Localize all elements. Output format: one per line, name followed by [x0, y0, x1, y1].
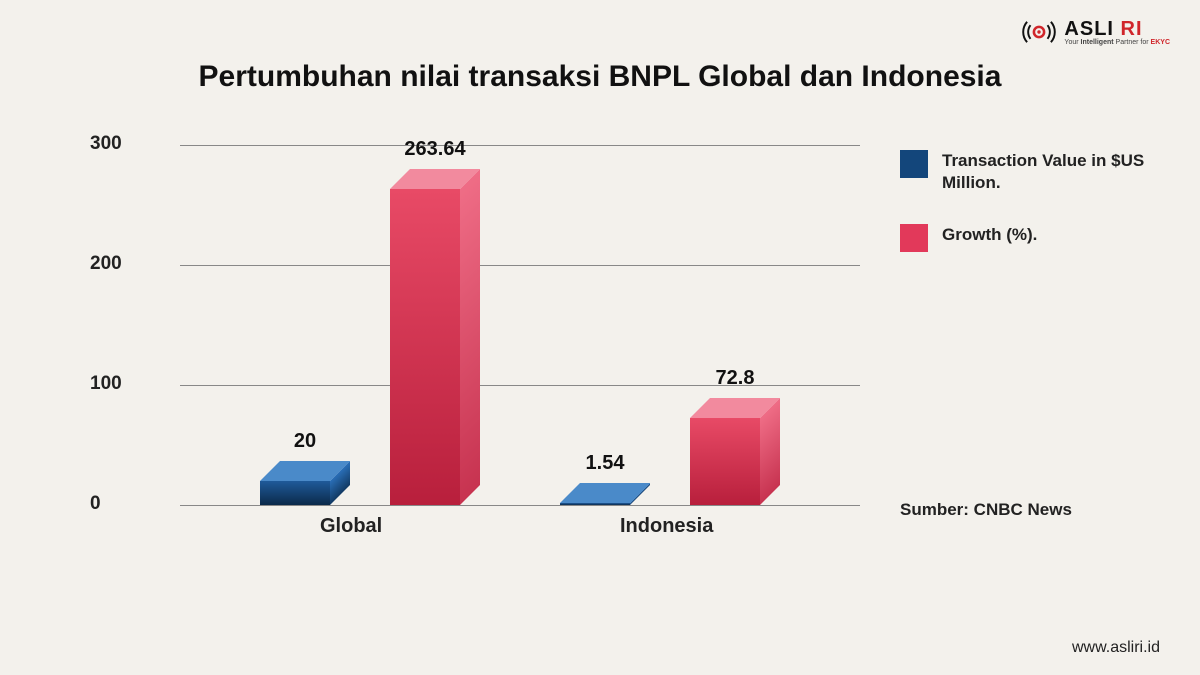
- chart-title: Pertumbuhan nilai transaksi BNPL Global …: [0, 60, 1200, 94]
- source-label: Sumber: CNBC News: [900, 500, 1072, 520]
- logo-name-black: ASLI: [1064, 18, 1114, 40]
- value-label: 20: [245, 430, 365, 453]
- legend-item-growth: Growth (%).: [900, 224, 1160, 252]
- value-label: 1.54: [545, 452, 665, 475]
- x-tick-label: Global: [320, 515, 382, 538]
- plot-area: 20263.641.5472.8: [180, 145, 860, 505]
- legend-swatch-growth: [900, 224, 928, 252]
- legend-item-transaction: Transaction Value in $US Million.: [900, 150, 1160, 194]
- logo-name: ASLI RI: [1064, 19, 1170, 39]
- legend-swatch-transaction: [900, 150, 928, 178]
- grid-line: [180, 145, 860, 146]
- y-tick-label: 200: [90, 253, 160, 275]
- brand-logo: ASLI RI Your Intelligent Partner for EKY…: [1022, 15, 1170, 49]
- footer-url: www.asliri.id: [1072, 639, 1160, 657]
- y-tick-label: 300: [90, 133, 160, 155]
- logo-tagline: Your Intelligent Partner for EKYC: [1064, 39, 1170, 46]
- value-label: 263.64: [375, 138, 495, 161]
- logo-icon: [1022, 15, 1056, 49]
- grid-line: [180, 265, 860, 266]
- legend-label-growth: Growth (%).: [942, 224, 1037, 246]
- grid-line: [180, 505, 860, 506]
- y-tick-label: 100: [90, 373, 160, 395]
- legend: Transaction Value in $US Million. Growth…: [900, 150, 1160, 282]
- x-tick-label: Indonesia: [620, 515, 713, 538]
- legend-label-transaction: Transaction Value in $US Million.: [942, 150, 1160, 194]
- value-label: 72.8: [675, 367, 795, 390]
- y-tick-label: 0: [90, 493, 160, 515]
- logo-name-red: RI: [1121, 18, 1143, 40]
- bnpl-chart: 20263.641.5472.8 0100200300 GlobalIndone…: [90, 145, 860, 565]
